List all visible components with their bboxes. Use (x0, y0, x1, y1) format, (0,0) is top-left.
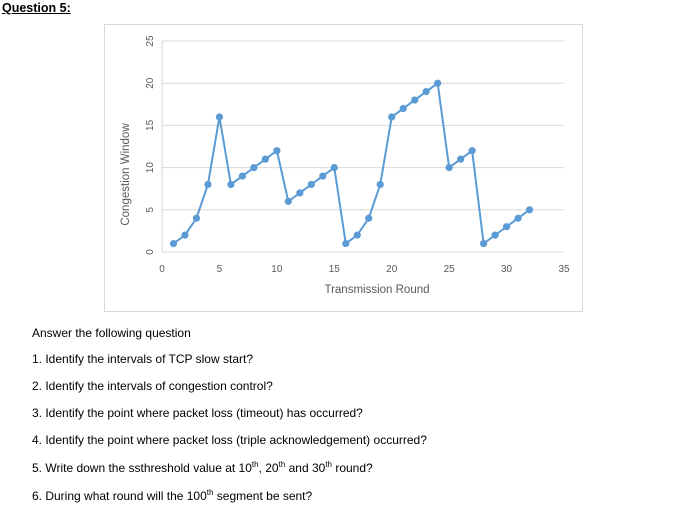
y-tick-label: 5 (145, 207, 156, 213)
x-tick-label: 30 (501, 264, 513, 275)
x-tick-label: 25 (444, 264, 456, 275)
y-tick-label: 10 (145, 162, 156, 174)
ordinal-suffix: th (251, 460, 259, 469)
data-point (227, 180, 235, 189)
chart-frame: 0 5 10 15 20 25 0 5 10 15 20 25 30 35 Transmission Rou… (104, 24, 583, 312)
data-point (525, 206, 534, 214)
y-tick-label: 0 (145, 249, 156, 255)
data-point (181, 231, 189, 239)
ordinal-suffix: th (206, 488, 214, 497)
data-point (261, 155, 269, 163)
data-point (502, 223, 511, 231)
question-5: 5. Write down the ssthreshold value at 1… (32, 460, 373, 475)
congestion-window-chart: 0 5 10 15 20 25 0 5 10 15 20 25 30 35 Transmission Rou… (120, 35, 570, 296)
question-heading: Question 5: (2, 1, 71, 15)
question-6-text: segment be sent? (213, 489, 313, 503)
data-point (491, 231, 499, 239)
question-6: 6. During what round will the 100th segm… (32, 488, 312, 503)
ordinal-suffix: th (278, 460, 286, 469)
data-point (319, 172, 327, 180)
data-point (284, 197, 292, 205)
data-point (376, 180, 384, 189)
question-5-text: 5. Write down the ssthreshold value at 1… (32, 461, 252, 475)
question-5-text: , 20 (258, 461, 279, 475)
data-point (468, 147, 476, 155)
ordinal-suffix: th (325, 460, 332, 469)
data-point (204, 180, 212, 189)
data-point (238, 172, 246, 180)
data-point (307, 180, 315, 189)
series-line (172, 82, 531, 245)
data-point (422, 88, 430, 96)
y-axis-title: Congestion Window (120, 123, 132, 226)
data-point (480, 239, 488, 248)
data-point (273, 147, 281, 155)
question-2: 2. Identify the intervals of congestion … (32, 379, 273, 393)
x-axis-title: Transmission Round (324, 284, 429, 296)
data-point (296, 189, 304, 197)
y-tick-label: 25 (145, 35, 156, 47)
data-point (353, 231, 361, 239)
x-tick-label: 35 (558, 264, 570, 275)
question-4: 4. Identify the point where packet loss … (32, 433, 427, 447)
question-5-text: round? (331, 461, 373, 475)
y-tick-label: 20 (145, 77, 156, 89)
x-tick-label: 15 (329, 264, 341, 275)
data-point (514, 214, 522, 222)
data-point (192, 214, 201, 222)
question-6-text: 6. During what round will the 100 (32, 489, 207, 503)
data-point (399, 104, 407, 113)
x-tick-label: 5 (217, 264, 223, 275)
x-tick-label: 10 (271, 264, 283, 275)
x-tick-label: 0 (159, 264, 165, 275)
question-5-text: and 30 (285, 461, 326, 475)
data-point (365, 214, 373, 222)
data-point (445, 164, 453, 172)
data-point (342, 239, 350, 248)
answer-instruction: Answer the following question (32, 326, 191, 340)
data-point (169, 239, 178, 248)
data-point (215, 113, 224, 121)
question-3: 3. Identify the point where packet loss … (32, 406, 363, 420)
y-tick-label: 15 (145, 119, 156, 131)
question-1: 1. Identify the intervals of TCP slow st… (32, 352, 253, 366)
data-point (330, 164, 338, 172)
x-tick-label: 20 (386, 264, 398, 275)
data-point (411, 96, 419, 104)
data-point (388, 113, 396, 121)
data-point (250, 164, 258, 172)
data-point (434, 79, 442, 87)
data-point (457, 155, 465, 163)
